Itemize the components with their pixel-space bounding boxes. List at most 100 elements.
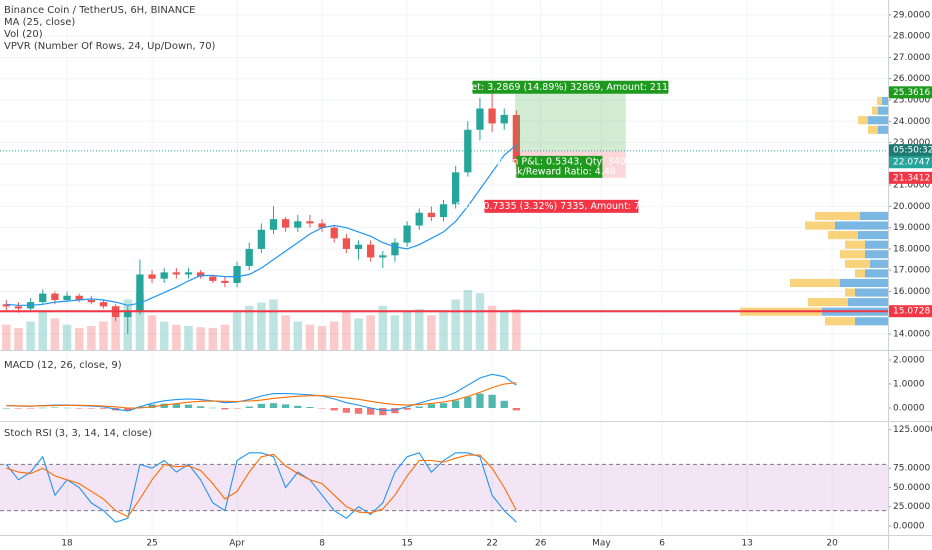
macd-histogram-bar (379, 407, 387, 416)
volume-bar (2, 324, 11, 350)
macd-histogram-bar (87, 407, 95, 409)
vpvr-down (840, 250, 865, 259)
macd-histogram-bar (415, 406, 423, 408)
volume-bar (220, 324, 230, 350)
target-label: Target: 3.2869 (14.89%) 32869, Amount: 2… (451, 82, 690, 93)
y-tick-label: 75.0000 (893, 464, 930, 474)
volume-bar (184, 326, 193, 350)
macd-histogram-bar (75, 407, 83, 409)
vpvr-down (858, 116, 868, 125)
macd-histogram-bar (14, 407, 23, 409)
volume-bar (487, 305, 497, 350)
y-tick-label: 20.0000 (893, 202, 930, 212)
x-tick-label: May (592, 539, 611, 549)
volume-bar (38, 312, 47, 350)
candle-body (257, 229, 265, 249)
volume-bar (512, 308, 521, 350)
volume-bar (439, 312, 448, 350)
y-tick-label: 27.0000 (893, 53, 930, 63)
vpvr-up (840, 278, 888, 288)
ma-legend: MA (25, close) (4, 17, 75, 28)
candle-body (51, 293, 59, 300)
volume-bar (74, 327, 84, 350)
macd-histogram-bar (391, 407, 399, 414)
volume-bar (269, 299, 278, 350)
macd-histogram-bar (427, 404, 436, 408)
candle-body (221, 280, 229, 283)
volume-bar (329, 321, 339, 350)
candle-body (196, 272, 205, 277)
volume-bar (305, 324, 315, 350)
macd-histogram-bar (160, 403, 168, 408)
candle-body (148, 274, 156, 279)
candle-body (172, 272, 180, 275)
macd-histogram-bar (136, 406, 144, 408)
macd-histogram-bar (51, 407, 59, 409)
volume-bar (159, 321, 169, 350)
y-tick-label: 1.0000 (893, 379, 925, 389)
candle-body (136, 274, 144, 311)
price-tag-label: 25.3616 (893, 88, 930, 98)
candle-body (124, 310, 132, 318)
macd-histogram-bar (26, 407, 35, 409)
vpvr-up (835, 221, 888, 230)
volume-bar (172, 324, 181, 350)
stop-label: Stop: 0.7335 (3.32%) 7335, Amount: 750.6… (456, 201, 668, 212)
macd-histogram-bar (148, 404, 156, 408)
pnl-label: Open P&L: 0.5343, Qty: 340 (493, 156, 626, 167)
volume-bar (390, 315, 400, 350)
vpvr-down (872, 106, 878, 115)
rr-label: Risk/Reward Ratio: 4.48 (503, 166, 616, 177)
candle-body (306, 221, 314, 224)
candle-body (500, 114, 508, 124)
macd-histogram-bar (500, 400, 508, 408)
y-tick-label: 125.0000 (893, 425, 932, 435)
macd-histogram-bar (403, 407, 411, 410)
y-tick-label: 25.0000 (893, 502, 930, 512)
y-tick-label: 14.0000 (893, 330, 930, 340)
vpvr-down (790, 278, 840, 288)
x-tick-label: 18 (61, 539, 73, 549)
macd-legend: MACD (12, 26, close, 9) (4, 360, 122, 371)
indicator-line (6, 382, 517, 409)
macd-histogram-bar (63, 407, 71, 409)
vpvr-up (855, 317, 888, 326)
y-tick-label: 2.0000 (893, 355, 925, 365)
y-tick-label: 21.0000 (893, 181, 930, 191)
candle-body (294, 221, 302, 228)
vpvr-down (877, 96, 882, 106)
candle-body (160, 272, 168, 279)
macd-histogram-bar (269, 403, 278, 408)
x-tick-label: 25 (146, 539, 157, 549)
volume-bar (257, 302, 266, 350)
macd-histogram-bar (330, 407, 338, 411)
candle-body (14, 306, 23, 309)
y-tick-label: 16.0000 (893, 287, 930, 297)
volume-bar (62, 324, 72, 350)
price-tag-label: 22.0747 (893, 158, 930, 168)
countdown: 05:50:32 (893, 146, 932, 156)
x-tick-label: 13 (741, 539, 752, 549)
pnl-box (516, 155, 603, 178)
macd-histogram-bar (318, 407, 326, 409)
volume-bar (26, 321, 35, 350)
candle-body (476, 108, 484, 130)
candle-body (318, 223, 326, 228)
candle-body (367, 244, 375, 258)
macd-histogram-bar (342, 407, 351, 413)
vpvr-up (848, 298, 888, 307)
candle-body (99, 302, 108, 307)
volume-bar (366, 315, 375, 350)
volume-bar (196, 327, 205, 350)
y-tick-label: 19.0000 (893, 223, 930, 233)
volume-bar (475, 293, 485, 350)
volume-bar (463, 290, 473, 350)
vpvr-down (855, 269, 865, 278)
candle-body (184, 272, 193, 275)
x-tick-label: 15 (401, 539, 412, 549)
target-zone (515, 92, 626, 151)
x-tick-label: 6 (659, 539, 665, 549)
y-tick-label: 17.0000 (893, 266, 930, 276)
price-tag (889, 86, 932, 99)
volume-bar (342, 312, 351, 350)
